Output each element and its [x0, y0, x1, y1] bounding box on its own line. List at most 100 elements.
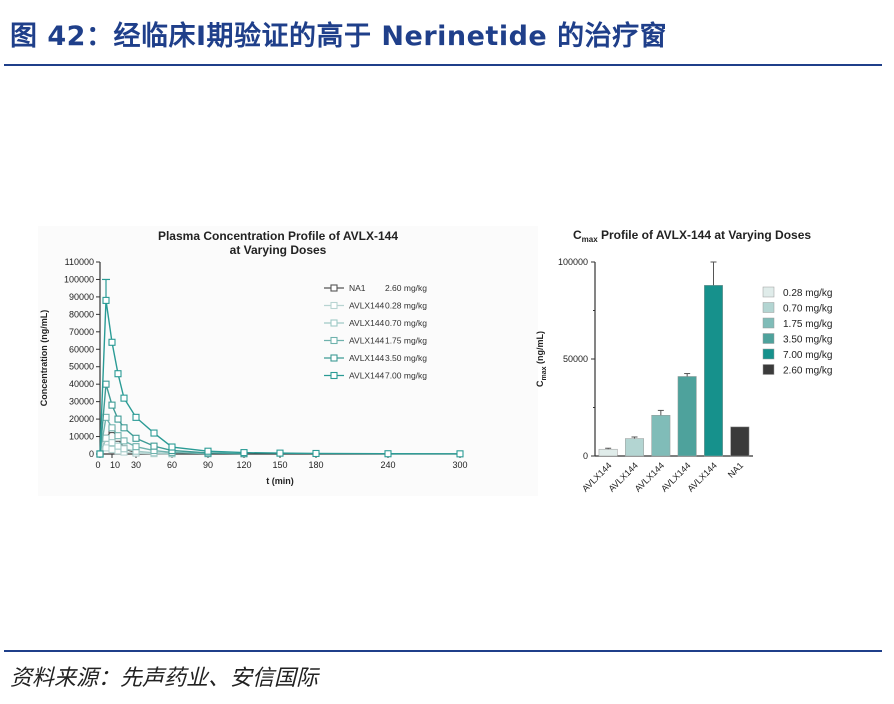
legend-series-dose: 1.75 mg/kg: [385, 336, 427, 346]
bar-legend-label: 7.00 mg/kg: [783, 350, 832, 361]
legend-swatch-marker: [330, 371, 338, 380]
y-tick-label: 60000: [69, 344, 94, 354]
data-point: [108, 338, 116, 346]
data-point: [132, 413, 140, 421]
series-line: [99, 300, 461, 455]
line-chart-title-line2: at Varying Doses: [230, 243, 327, 257]
data-point: [132, 434, 140, 442]
x-tick-label: 120: [236, 460, 251, 470]
data-point: [150, 442, 158, 450]
source-rule: [4, 650, 882, 652]
legend-series-name: NA1: [349, 283, 366, 293]
data-point: [204, 447, 212, 455]
x-tick-label: 300: [452, 460, 467, 470]
data-point: [456, 450, 464, 458]
legend-series-dose: 0.28 mg/kg: [385, 301, 427, 311]
data-point: [108, 439, 116, 447]
data-point: [120, 394, 128, 402]
bar-legend-swatch: [762, 317, 775, 329]
data-point: [168, 443, 176, 451]
bar: [730, 426, 750, 457]
bar-y-axis-label: Cmax (ng/mL): [535, 331, 548, 387]
bar-category-label: NA1: [726, 460, 745, 479]
bar-legend-swatch: [762, 286, 775, 298]
bar: [677, 376, 697, 457]
legend-swatch-marker: [330, 336, 338, 345]
x-tick-label: 60: [167, 460, 177, 470]
bar-legend-swatch: [762, 333, 775, 344]
x-tick-label: 180: [308, 460, 323, 470]
series-line: [99, 383, 245, 455]
data-point: [276, 449, 284, 457]
legend-swatch-marker: [330, 301, 338, 310]
bar-chart-title: Cmax Profile of AVLX-144 at Varying Dose…: [573, 228, 811, 244]
data-point: [96, 450, 104, 458]
y-tick-label: 50000: [69, 362, 94, 372]
legend-series-name: AVLX144: [349, 301, 385, 311]
data-point: [240, 449, 248, 457]
bar: [598, 448, 618, 457]
legend-series-dose: 2.60 mg/kg: [385, 283, 427, 293]
bar-y-tick-label: 50000: [563, 354, 588, 364]
data-point: [120, 445, 128, 453]
legend-series-name: AVLX144: [349, 371, 385, 381]
x-tick-label: 240: [380, 460, 395, 470]
legend-series-dose: 7.00 mg/kg: [385, 371, 427, 381]
x-tick-label: 90: [203, 460, 213, 470]
y-axis-label: Concentration (ng/mL): [39, 310, 49, 407]
bar-legend-label: 0.70 mg/kg: [783, 304, 832, 315]
data-point: [102, 380, 110, 388]
x-tick-label: 150: [272, 460, 287, 470]
legend-series-name: AVLX144: [349, 336, 385, 346]
bar-legend-label: 0.28 mg/kg: [783, 288, 832, 299]
plasma-concentration-chart: Plasma Concentration Profile of AVLX-144…: [38, 226, 538, 496]
legend-series-dose: 3.50 mg/kg: [385, 353, 427, 363]
x-tick-label: 0: [95, 460, 100, 470]
data-point: [312, 449, 320, 458]
legend-swatch-marker: [330, 354, 338, 362]
legend-series-name: AVLX144: [349, 353, 385, 363]
data-point: [150, 429, 158, 437]
y-tick-label: 80000: [69, 309, 94, 319]
data-point: [120, 424, 128, 432]
x-axis-label: t (min): [266, 476, 294, 486]
data-point: [114, 442, 122, 450]
bar-legend-label: 3.50 mg/kg: [783, 335, 832, 346]
data-point: [120, 437, 128, 445]
legend-series-name: AVLX144: [349, 318, 385, 328]
data-point: [132, 443, 140, 451]
y-tick-label: 0: [89, 449, 94, 459]
y-tick-label: 30000: [69, 397, 94, 407]
series-group: [96, 278, 464, 458]
y-tick-label: 10000: [69, 432, 94, 442]
x-tick-label: 30: [131, 460, 141, 470]
data-point: [114, 432, 122, 440]
data-point: [102, 444, 110, 452]
y-tick-label: 90000: [69, 292, 94, 302]
line-chart-title: Plasma Concentration Profile of AVLX-144: [158, 229, 398, 243]
bar-legend-label: 2.60 mg/kg: [783, 366, 832, 377]
bar-legend-swatch: [762, 348, 775, 360]
y-tick-label: 100000: [64, 274, 94, 284]
y-tick-label: 20000: [69, 414, 94, 424]
bar-legend-swatch: [762, 302, 775, 313]
y-tick-label: 110000: [65, 257, 94, 267]
data-point: [102, 296, 110, 304]
data-point: [114, 415, 122, 423]
bar: [704, 285, 723, 457]
bar: [651, 415, 671, 457]
bar-y-tick-label: 0: [583, 451, 588, 461]
data-point: [108, 401, 116, 409]
legend-swatch-marker: [330, 319, 338, 327]
data-point: [102, 434, 110, 442]
cmax-bar-chart: Cmax Profile of AVLX-144 at Varying Dose…: [535, 228, 832, 494]
legend-series-dose: 0.70 mg/kg: [385, 318, 427, 328]
source-note: 资料来源：先声药业、安信国际: [10, 666, 319, 691]
y-tick-label: 40000: [69, 379, 94, 389]
bar: [625, 438, 644, 457]
data-point: [114, 370, 122, 378]
bar-y-tick-label: 100000: [558, 257, 588, 267]
data-point: [108, 445, 116, 454]
y-tick-label: 70000: [69, 327, 94, 337]
title-rule: [4, 64, 882, 66]
